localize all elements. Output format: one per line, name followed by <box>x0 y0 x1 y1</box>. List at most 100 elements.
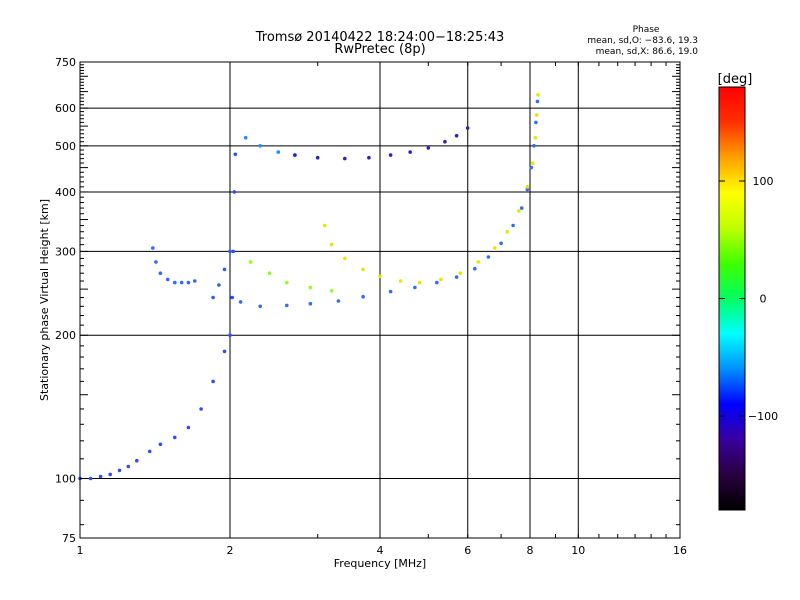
data-point <box>534 113 539 117</box>
y-tick-label: 100 <box>55 473 76 486</box>
data-point <box>336 299 341 303</box>
data-point <box>525 187 530 192</box>
phase-stats-title: Phase <box>633 25 660 35</box>
x-tick-label: 10 <box>571 544 585 557</box>
data-point <box>443 139 447 144</box>
data-point <box>519 206 524 210</box>
data-point <box>308 285 313 290</box>
x-tick-label: 8 <box>527 544 534 557</box>
y-tick-label: 500 <box>55 140 76 153</box>
y-tick-label: 75 <box>62 532 76 545</box>
x-axis-label: Frequency [MHz] <box>334 557 426 570</box>
data-point <box>179 280 184 285</box>
data-point <box>476 260 481 264</box>
data-point <box>243 135 248 140</box>
x-tick-label: 16 <box>673 544 687 557</box>
colorbar-tick-label: −100 <box>748 410 778 423</box>
phase-stats-x: mean, sd,X: 86.6, 19.0 <box>596 47 699 57</box>
data-point <box>186 425 191 430</box>
grid <box>80 62 680 538</box>
data-point <box>417 280 422 285</box>
data-point <box>329 289 334 293</box>
data-point <box>285 280 289 285</box>
data-point <box>211 379 215 384</box>
y-tick-label: 750 <box>55 56 76 69</box>
data-point <box>530 161 535 165</box>
data-point <box>158 442 163 447</box>
data-point <box>511 223 515 228</box>
x-tick-label: 6 <box>464 544 471 557</box>
y-tick-label: 200 <box>55 329 76 342</box>
data-point <box>486 255 491 259</box>
data-point <box>454 133 459 138</box>
data-point <box>232 190 237 194</box>
x-tick-label: 1 <box>77 544 84 557</box>
y-tick-label: 600 <box>55 102 76 115</box>
data-point <box>525 185 530 189</box>
y-tick-label: 400 <box>55 186 76 199</box>
colorbar-tick-label: 0 <box>760 293 767 306</box>
data-point <box>529 165 534 170</box>
data-point <box>258 144 263 148</box>
data-point <box>454 275 459 279</box>
x-axis-ticks: 1 2 4 6 8 10 16 <box>77 62 687 557</box>
data-points <box>78 93 540 481</box>
data-point <box>173 435 177 440</box>
data-point <box>135 458 139 463</box>
data-point <box>361 294 365 299</box>
data-point <box>388 289 393 294</box>
data-point <box>117 468 122 473</box>
data-point <box>147 449 152 454</box>
data-point <box>535 99 540 104</box>
data-point <box>426 146 431 150</box>
data-point <box>193 279 197 283</box>
data-point <box>458 271 463 276</box>
data-point <box>228 333 232 338</box>
chart-title: Tromsø 20140422 18:24:00−18:25:43 <box>255 30 505 45</box>
data-point <box>186 280 191 285</box>
data-point <box>315 155 320 160</box>
data-point <box>230 295 234 300</box>
y-tick-label: 300 <box>55 245 76 258</box>
data-point <box>439 277 443 282</box>
data-point <box>98 474 103 479</box>
data-point <box>534 120 538 125</box>
data-point <box>343 256 347 261</box>
phase-stats-o: mean, sd,O: −83.6, 19.3 <box>587 36 698 46</box>
data-point <box>367 155 371 160</box>
data-point <box>308 301 313 306</box>
data-point <box>343 156 347 161</box>
data-point <box>151 246 155 250</box>
data-point <box>231 249 235 254</box>
data-point <box>536 93 540 97</box>
data-point <box>222 349 227 354</box>
data-point <box>413 285 417 290</box>
data-point <box>293 153 297 157</box>
data-point <box>108 472 112 477</box>
data-point <box>211 295 215 300</box>
data-point <box>408 150 413 154</box>
phase-stats: Phase mean, sd,O: −83.6, 19.3 mean, sd,X… <box>587 25 698 57</box>
chart-subtitle: RwPretec (8p) <box>334 42 425 57</box>
data-point <box>505 229 510 234</box>
data-point <box>199 407 203 411</box>
data-point <box>165 277 170 282</box>
data-point <box>323 223 327 228</box>
data-point <box>238 300 243 304</box>
y-axis-label: Stationary phase Virtual Height [km] <box>38 199 51 401</box>
data-point <box>258 304 263 309</box>
data-point <box>267 271 272 276</box>
data-point <box>398 279 403 283</box>
data-point <box>465 126 470 130</box>
data-point <box>217 283 221 287</box>
data-point <box>329 242 334 247</box>
data-point <box>88 476 93 481</box>
y-axis-ticks: 75 100 200 300 400 500 600 750 <box>55 56 680 545</box>
data-point <box>154 260 158 264</box>
x-tick-label: 2 <box>227 544 234 557</box>
data-point <box>533 135 538 140</box>
data-point <box>233 152 238 157</box>
colorbar-label: [deg] <box>718 72 753 87</box>
data-point <box>361 267 365 272</box>
